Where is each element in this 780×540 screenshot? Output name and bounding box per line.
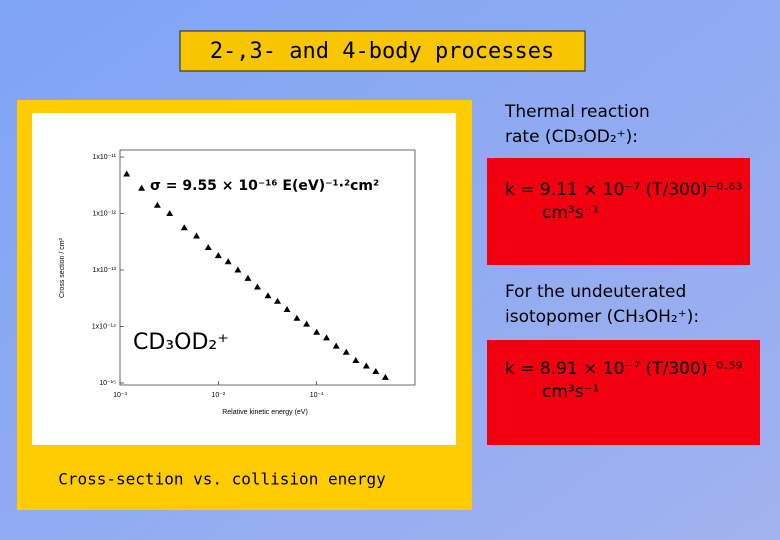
data-point [332, 342, 340, 349]
caption: Cross-section vs. collision energy [58, 470, 386, 489]
rate-box [487, 340, 760, 445]
data-point [293, 314, 301, 321]
rate-formula: k = 8.91 × 10⁻⁷ (T/300)⁻⁰·⁵⁹ [505, 359, 742, 379]
data-point [214, 252, 222, 259]
slide-title: 2-,3- and 4-body processes [210, 39, 554, 64]
x-tick-label: 10⁻¹ [310, 392, 324, 399]
data-point [138, 184, 146, 191]
data-point [224, 258, 232, 265]
data-point [193, 232, 201, 239]
data-point [274, 297, 282, 304]
data-point [352, 357, 360, 364]
rate-unit: cm³s⁻¹ [542, 382, 599, 402]
data-point [313, 328, 321, 335]
rate-unit: cm³s⁻¹ [542, 203, 599, 223]
data-point [303, 320, 311, 327]
x-tick-label: 10⁻³ [113, 392, 127, 399]
panel-heading: isotopomer (CH₃OH₂⁺): [505, 307, 699, 327]
panel-heading: rate (CD₃OD₂⁺): [505, 127, 638, 147]
fit-annotation: σ = 9.55 × 10⁻¹⁶ E(eV)⁻¹·²cm² [150, 178, 379, 194]
y-tick-label: 1x10⁻¹⁴ [92, 323, 116, 330]
plot-image [32, 113, 456, 445]
data-point [234, 266, 242, 273]
y-tick-label: 1x10⁻¹² [92, 210, 116, 217]
title-box [179, 30, 586, 72]
y-tick-label: 1x10⁻¹³ [92, 267, 116, 274]
ion-annotation: CD₃OD₂⁺ [133, 330, 229, 355]
data-point [253, 283, 261, 290]
data-point [180, 224, 188, 231]
data-point [244, 274, 252, 281]
data-point [372, 367, 380, 374]
x-tick-label: 10⁻² [211, 392, 225, 399]
data-point [153, 201, 161, 208]
y-axis-label: Cross section / cm² [59, 237, 66, 298]
data-point [264, 292, 272, 299]
panel-heading: For the undeuterated [505, 282, 686, 302]
y-tick-label: 10⁻¹⁵ [99, 380, 116, 387]
data-point [362, 362, 370, 369]
y-tick-label: 1x10⁻¹¹ [92, 154, 116, 161]
x-axis-label: Relative kinetic energy (eV) [222, 409, 308, 416]
data-point [323, 334, 331, 341]
data-point [283, 305, 291, 312]
rate-formula: k = 9.11 × 10⁻⁷ (T/300)⁻⁰·⁶³ [505, 180, 742, 200]
data-point [166, 210, 174, 216]
plot-frame [119, 149, 416, 386]
rate-box [487, 158, 750, 265]
data-point [204, 244, 212, 251]
data-point [381, 373, 389, 380]
data-point [123, 170, 131, 177]
data-point [342, 348, 350, 355]
panel-heading: Thermal reaction [504, 102, 650, 122]
